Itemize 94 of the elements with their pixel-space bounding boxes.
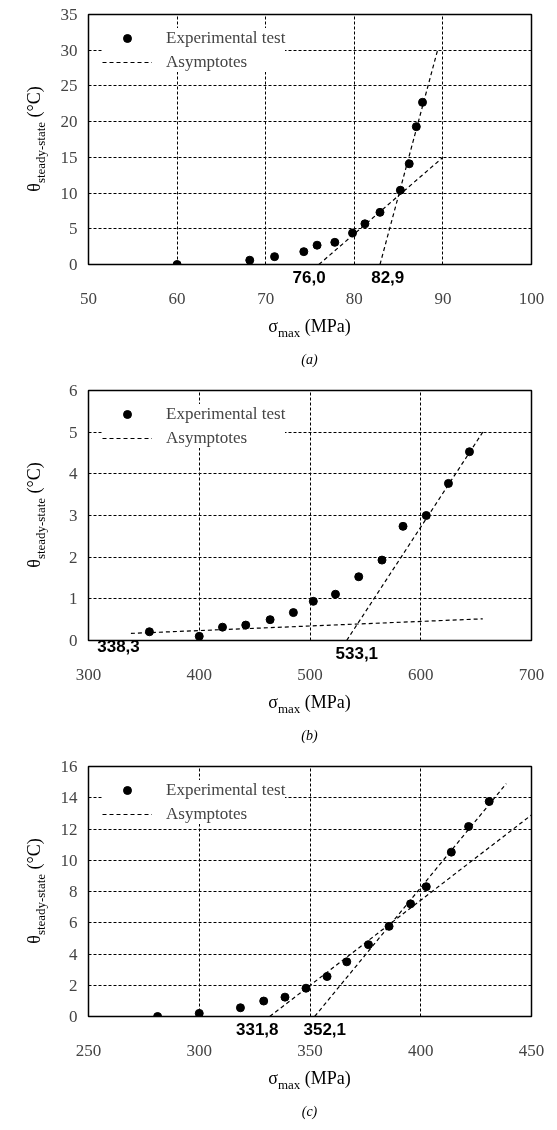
y-tick-label: 3 [69, 506, 78, 525]
point [301, 983, 311, 993]
point [375, 207, 385, 217]
x-tick-label: 350 [297, 1040, 323, 1060]
y-tick-label: 30 [60, 40, 78, 60]
y-tick-label: 1 [69, 589, 78, 609]
point [288, 608, 298, 618]
point [235, 1003, 245, 1013]
legend-label: Experimental test [166, 404, 286, 424]
y-tick-label: 4 [69, 944, 78, 964]
point [280, 992, 290, 1002]
point [322, 972, 332, 981]
y-tick-label: 6 [69, 381, 78, 400]
legend-label: Asymptotes [166, 804, 248, 824]
y-tick-label: 4 [69, 464, 78, 484]
x-tick-label: 450 [518, 1040, 545, 1060]
y-tick-label: 35 [60, 5, 78, 24]
point [194, 1008, 204, 1017]
point [421, 511, 431, 520]
point [265, 615, 275, 625]
point [411, 122, 421, 132]
point [421, 882, 431, 892]
point [218, 622, 228, 632]
y-tick-label: 0 [69, 255, 78, 274]
y-tick-label: 14 [60, 788, 78, 808]
x-tick-label: 70 [257, 288, 275, 308]
y-tick-label: 0 [69, 1007, 78, 1026]
y-tick-label: 25 [60, 76, 78, 96]
annotation: 533,1 [335, 643, 379, 665]
point [308, 596, 318, 606]
legend-label: Asymptotes [166, 52, 248, 72]
annotation: 352,1 [303, 1019, 347, 1041]
point [259, 996, 269, 1006]
x-tick-label: 300 [186, 1040, 212, 1060]
x-axis-title: σ$_{max}$ (MPa) [268, 691, 351, 718]
y-tick-label: 2 [69, 547, 78, 567]
annotation: 331,8 [235, 1019, 279, 1041]
x-tick-label: 100 [518, 288, 545, 308]
x-axis-title: σ$_{max}$ (MPa) [268, 315, 351, 342]
point [464, 822, 474, 831]
legend-label: Asymptotes [166, 428, 248, 448]
y-tick-label: 8 [69, 882, 78, 901]
point [404, 159, 414, 169]
x-tick-label: 50 [80, 288, 97, 308]
x-tick-label: 300 [75, 664, 102, 684]
point [330, 237, 340, 247]
x-tick-label: 700 [518, 664, 545, 684]
point [245, 255, 255, 265]
point [484, 797, 494, 806]
point [312, 240, 322, 250]
point [360, 219, 370, 229]
y-tick-label: 6 [69, 913, 78, 933]
y-tick-label: 10 [60, 183, 78, 203]
x-tick-label: 400 [408, 1040, 434, 1060]
point [363, 940, 373, 950]
y-tick-label: 5 [69, 422, 78, 442]
annotation: 82,9 [371, 267, 405, 289]
point [144, 627, 154, 637]
text: (b) [301, 727, 318, 745]
point [194, 631, 204, 641]
x-tick-label: 600 [408, 664, 434, 684]
y-tick-label: 0 [69, 631, 78, 650]
annotation: 76,0 [292, 267, 326, 289]
point [377, 555, 387, 565]
y-tick-label: 2 [69, 975, 78, 995]
x-axis-title: σ$_{max}$ (MPa) [268, 1067, 351, 1094]
x-tick-label: 250 [75, 1040, 102, 1060]
point [270, 252, 280, 262]
y-tick-label: 5 [69, 219, 78, 239]
x-tick-label: 400 [186, 664, 212, 684]
point [418, 97, 428, 107]
point [354, 572, 364, 582]
y-tick-label: 12 [60, 819, 78, 839]
point [342, 957, 352, 967]
x-tick-label: 80 [345, 288, 363, 308]
point [330, 589, 340, 599]
point [446, 847, 456, 857]
x-tick-label: 90 [434, 288, 452, 308]
y-tick-label: 16 [60, 757, 78, 776]
point [398, 521, 408, 531]
point [299, 247, 309, 257]
x-tick-label: 60 [168, 288, 186, 308]
x-tick-label: 500 [297, 664, 323, 684]
text: (c) [301, 1103, 318, 1121]
y-tick-label: 15 [60, 147, 78, 167]
text: (a) [301, 351, 318, 369]
point [241, 620, 251, 630]
point [464, 447, 474, 457]
y-tick-label: 10 [60, 850, 78, 870]
point [348, 228, 358, 238]
y-tick-label: 20 [60, 112, 78, 132]
point [443, 478, 453, 488]
legend-label: Experimental test [166, 780, 286, 800]
legend-label: Experimental test [166, 28, 286, 48]
